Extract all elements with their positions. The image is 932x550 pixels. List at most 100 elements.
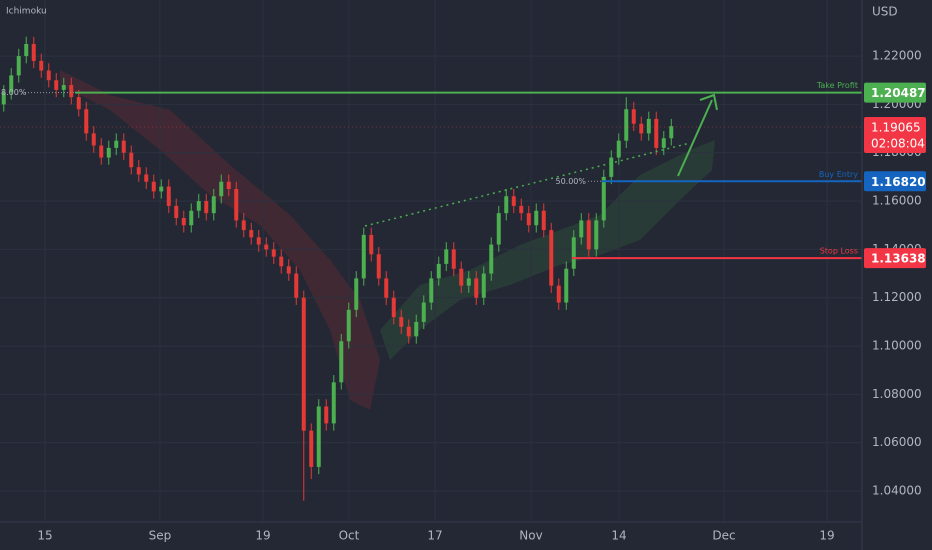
candle-body bbox=[376, 254, 381, 279]
level-badge-label: 1.13638 bbox=[871, 252, 926, 266]
candle-body bbox=[631, 109, 636, 124]
level-badge bbox=[864, 248, 926, 269]
candle-body bbox=[144, 174, 149, 182]
candle-body bbox=[489, 244, 494, 274]
candle-body bbox=[181, 217, 186, 226]
candle-body bbox=[346, 309, 351, 342]
candle-body bbox=[331, 382, 336, 424]
candle-body bbox=[526, 213, 531, 226]
cloud-bearish bbox=[60, 70, 380, 410]
candle-body bbox=[249, 230, 254, 238]
level-badge bbox=[864, 82, 926, 103]
level-badge bbox=[864, 171, 926, 192]
candle-body bbox=[309, 430, 314, 467]
candle-body bbox=[414, 321, 419, 337]
candle-body bbox=[496, 213, 501, 245]
candle-body bbox=[324, 406, 329, 424]
candle-body bbox=[69, 85, 74, 98]
candle-body bbox=[24, 43, 29, 57]
y-tick-label: 1.10000 bbox=[872, 339, 922, 353]
cloud-bullish bbox=[380, 140, 715, 360]
candle-body bbox=[129, 152, 134, 168]
candle-body bbox=[369, 234, 374, 255]
candle-body bbox=[211, 196, 216, 214]
level-badge-label: 1.20487 bbox=[871, 86, 926, 100]
candle-body bbox=[219, 181, 224, 197]
candle-body bbox=[504, 196, 509, 214]
level-label: Take Profit bbox=[816, 81, 858, 90]
x-tick-label: Dec bbox=[712, 529, 735, 543]
candle-body bbox=[54, 80, 59, 90]
indicator-label: Ichimoku bbox=[6, 7, 47, 17]
candle-body bbox=[294, 273, 299, 298]
candle-body bbox=[549, 230, 554, 286]
currency-label: USD bbox=[872, 5, 898, 19]
candle-body bbox=[639, 123, 644, 134]
candle-body bbox=[534, 210, 539, 226]
candle-body bbox=[31, 43, 36, 61]
candle-body bbox=[459, 268, 464, 286]
candle-body bbox=[91, 133, 96, 146]
candle-body bbox=[174, 205, 179, 218]
candle-body bbox=[399, 317, 404, 327]
candle-body bbox=[354, 278, 359, 310]
candle-body bbox=[16, 56, 21, 76]
x-tick-label: 19 bbox=[255, 529, 270, 543]
y-tick-label: 1.16000 bbox=[872, 194, 922, 208]
candle-body bbox=[106, 147, 111, 158]
candle-body bbox=[646, 118, 651, 134]
candle-body bbox=[541, 210, 546, 231]
level-label: Stop Loss bbox=[820, 247, 858, 256]
y-tick-label: 1.12000 bbox=[872, 290, 922, 304]
price-badge-label: 1.19065 bbox=[871, 120, 921, 134]
candle-body bbox=[121, 140, 126, 153]
level-label: Buy Entry bbox=[819, 170, 858, 179]
grid bbox=[0, 0, 862, 522]
candle-body bbox=[594, 220, 599, 250]
candle-body bbox=[654, 118, 659, 148]
candle-body bbox=[669, 126, 674, 139]
candle-body bbox=[579, 220, 584, 238]
candle-body bbox=[609, 157, 614, 177]
candle-body bbox=[204, 201, 209, 214]
candle-body bbox=[451, 249, 456, 269]
candle-body bbox=[114, 140, 119, 148]
trend-line bbox=[364, 142, 691, 227]
candle-body bbox=[616, 140, 621, 158]
y-tick-label: 1.22000 bbox=[872, 49, 922, 63]
candle-body bbox=[519, 205, 524, 214]
candle-body bbox=[406, 326, 411, 337]
candle-body bbox=[481, 273, 486, 298]
candle-body bbox=[384, 278, 389, 298]
candle-body bbox=[474, 278, 479, 298]
candle-body bbox=[196, 201, 201, 211]
candle-body bbox=[286, 266, 291, 274]
candle-body bbox=[564, 268, 569, 303]
candle-body bbox=[466, 278, 471, 286]
fib-label: 50.00% bbox=[555, 177, 586, 186]
candle-body bbox=[661, 138, 666, 148]
candle-body bbox=[316, 406, 321, 467]
candle-body bbox=[271, 249, 276, 257]
candle-body bbox=[391, 297, 396, 318]
arrow bbox=[677, 99, 713, 177]
candle-body bbox=[76, 97, 81, 110]
candle-body bbox=[61, 85, 66, 90]
marks bbox=[0, 36, 862, 501]
ichimoku-cloud bbox=[60, 70, 715, 410]
y-tick-label: 1.06000 bbox=[872, 435, 922, 449]
x-tick-label: Oct bbox=[339, 529, 360, 543]
candle-body bbox=[361, 234, 366, 279]
candle-body bbox=[586, 220, 591, 250]
x-tick-label: Nov bbox=[519, 529, 542, 543]
candle-body bbox=[301, 297, 306, 431]
price-badge bbox=[864, 116, 926, 153]
x-tick-label: 14 bbox=[611, 529, 626, 543]
candle-body bbox=[429, 278, 434, 303]
candle-body bbox=[1, 92, 6, 105]
candle-body bbox=[151, 181, 156, 192]
fib-label: 8.00% bbox=[1, 88, 27, 97]
candle-body bbox=[159, 186, 164, 192]
candle-body bbox=[99, 145, 104, 158]
candle-body bbox=[601, 176, 606, 221]
